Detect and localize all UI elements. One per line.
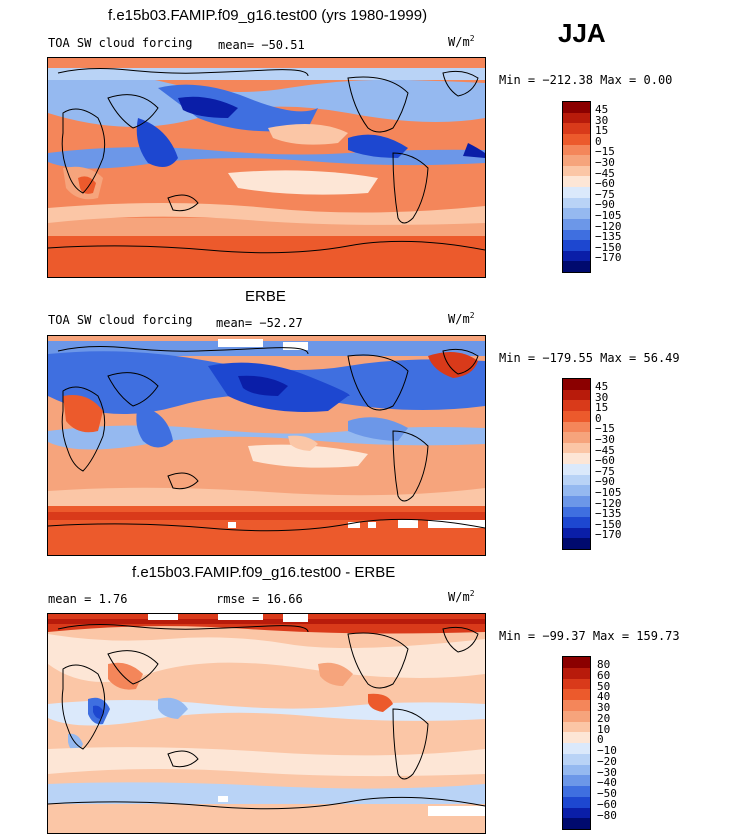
- panel3-rmse: rmse = 16.66: [216, 592, 303, 606]
- panel1-contour-field: [48, 58, 485, 277]
- colorbar-tick: −60: [595, 454, 615, 468]
- colorbar-tick: 45: [595, 103, 609, 116]
- colorbar-tick: 45: [595, 380, 609, 393]
- panel2-colorbar: [562, 378, 591, 550]
- colorbar-tick: 0: [595, 411, 602, 425]
- colorbar-tick: −60: [597, 797, 617, 811]
- panel3-colorbar-labels: 80 60 50 40 30 20 10 0 −10 −20 −30 −40 −…: [597, 658, 617, 822]
- colorbar-tick: −105: [595, 208, 622, 222]
- panel1-field-label: TOA SW cloud forcing: [48, 36, 193, 50]
- colorbar-tick: −45: [595, 443, 615, 457]
- colorbar-tick: −135: [595, 230, 622, 244]
- colorbar-tick: −105: [595, 485, 622, 499]
- colorbar-tick: −15: [595, 145, 615, 159]
- colorbar-tick: −45: [595, 166, 615, 180]
- colorbar-tick: −75: [595, 464, 615, 478]
- panel2-map: [47, 335, 486, 556]
- colorbar-tick: −150: [595, 517, 622, 531]
- colorbar-tick: −30: [597, 765, 617, 779]
- colorbar-tick: −60: [595, 177, 615, 191]
- panel1-minmax: Min = −212.38 Max = 0.00: [499, 73, 673, 87]
- panel1-title: f.e15b03.FAMIP.f09_g16.test00 (yrs 1980-…: [108, 7, 428, 24]
- colorbar-tick: −15: [595, 422, 615, 436]
- panel1-map: [47, 57, 486, 278]
- panel2-units: W/m2: [448, 311, 475, 326]
- colorbar-tick: −20: [597, 754, 617, 768]
- colorbar-tick: −150: [595, 240, 622, 254]
- colorbar-tick: 20: [597, 711, 611, 725]
- colorbar-tick: 60: [597, 668, 611, 682]
- colorbar-tick: −10: [597, 744, 617, 757]
- panel2-contour-field: [48, 336, 485, 555]
- panel1-units: W/m2: [448, 34, 475, 49]
- panel3-contour-field: [48, 614, 485, 833]
- colorbar-tick: 40: [597, 690, 611, 704]
- colorbar-tick: 30: [595, 113, 609, 127]
- colorbar-tick: 0: [597, 733, 604, 747]
- colorbar-tick: −30: [595, 432, 615, 446]
- colorbar-tick: 15: [595, 124, 609, 138]
- panel1-colorbar: [562, 101, 591, 273]
- colorbar-tick: −170: [595, 528, 622, 542]
- panel2-mean: mean= −52.27: [216, 316, 303, 330]
- panel1-mean: mean= −50.51: [218, 38, 305, 52]
- colorbar-tick: −170: [595, 251, 622, 265]
- panel2-colorbar-labels: 45 30 15 0 −15 −30 −45 −60 −75 −90 −105 …: [595, 380, 622, 542]
- colorbar-tick: −90: [595, 475, 615, 489]
- colorbar-tick: 30: [597, 701, 611, 714]
- colorbar-tick: 10: [597, 722, 611, 736]
- colorbar-tick: −40: [597, 776, 617, 790]
- panel1-colorbar-labels: 45 30 15 0 −15 −30 −45 −60 −75 −90 −105 …: [595, 103, 622, 265]
- panel2-minmax: Min = −179.55 Max = 56.49: [499, 351, 680, 365]
- colorbar-tick: 0: [595, 134, 602, 148]
- colorbar-tick: −135: [595, 507, 622, 521]
- colorbar-tick: 50: [597, 679, 611, 693]
- colorbar-tick: −120: [595, 219, 622, 233]
- panel2-field-label: TOA SW cloud forcing: [48, 313, 193, 327]
- colorbar-tick: −50: [597, 787, 617, 800]
- colorbar-tick: 30: [595, 390, 609, 404]
- colorbar-tick: 80: [597, 658, 611, 671]
- panel3-title: f.e15b03.FAMIP.f09_g16.test00 - ERBE: [132, 564, 396, 581]
- colorbar-tick: −30: [595, 155, 615, 169]
- panel2-title: ERBE: [245, 288, 286, 305]
- season-label: JJA: [558, 18, 606, 48]
- panel3-minmax: Min = −99.37 Max = 159.73: [499, 629, 680, 643]
- panel3-units: W/m2: [448, 589, 475, 604]
- colorbar-tick: −80: [597, 808, 617, 822]
- colorbar-tick: −75: [595, 187, 615, 201]
- panel3-mean: mean = 1.76: [48, 592, 128, 606]
- colorbar-tick: −90: [595, 198, 615, 212]
- colorbar-tick: 15: [595, 401, 609, 415]
- colorbar-tick: −120: [595, 496, 622, 510]
- panel3-colorbar: [562, 656, 591, 830]
- panel3-map: [47, 613, 486, 834]
